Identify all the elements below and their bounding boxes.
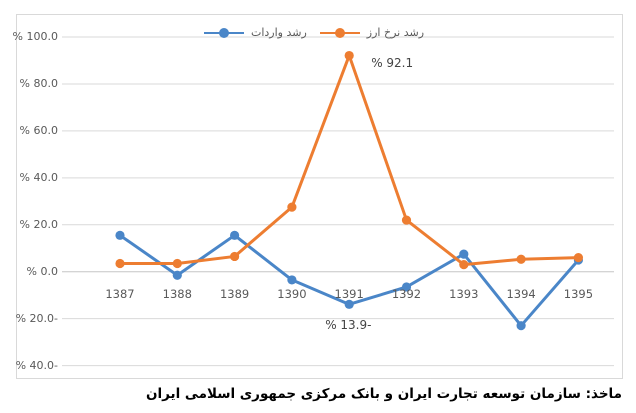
data-point <box>230 251 240 262</box>
x-tick-label: 1392 <box>391 287 422 301</box>
legend-line-marker-icon <box>319 27 360 38</box>
x-tick-label: 1391 <box>334 287 364 301</box>
data-point <box>172 258 182 269</box>
legend-label: رشد نرخ ارز <box>366 26 425 39</box>
data-point <box>401 282 412 292</box>
y-tick-label: % 80.0 <box>19 76 58 90</box>
y-tick-label: % 0.0 <box>26 264 58 278</box>
data-point <box>459 249 469 259</box>
x-tick-label: 1388 <box>162 287 192 301</box>
data-point <box>573 253 584 263</box>
data-point <box>459 260 469 270</box>
x-tick-label: 1395 <box>563 287 594 301</box>
legend-item-1: رشد نرخ ارز <box>319 26 425 39</box>
source-caption: ماخذ: سازمان توسعه تجارت ایران و بانک مر… <box>145 386 622 402</box>
data-point <box>516 321 526 331</box>
chart-legend: رشد واردات رشد نرخ ارز <box>204 26 424 39</box>
data-point <box>344 50 354 61</box>
y-tick-label: % 60.0 <box>19 123 58 137</box>
legend-item-0: رشد واردات <box>204 26 307 39</box>
data-point <box>516 254 526 264</box>
data-point <box>401 215 412 225</box>
y-tick-label: % 20.0 <box>19 217 58 231</box>
data-label: % 92.1 <box>371 55 414 70</box>
y-tick-label: % 20.0- <box>15 311 58 325</box>
x-tick-label: 1389 <box>219 287 250 301</box>
data-label: % 13.9- <box>325 318 372 333</box>
series-line-0 <box>119 233 580 328</box>
data-point <box>287 202 297 212</box>
x-tick-label: 1394 <box>506 287 536 301</box>
data-point <box>115 258 125 269</box>
y-tick-label: % 100.0 <box>12 30 58 43</box>
data-point <box>172 270 182 280</box>
data-point <box>230 230 240 240</box>
y-tick-label: % 40.0 <box>19 170 58 184</box>
y-tick-label: % 40.0- <box>15 358 58 372</box>
data-point <box>287 275 297 285</box>
data-point <box>115 230 125 240</box>
x-tick-label: 1387 <box>105 287 135 301</box>
series-line-1 <box>120 54 579 267</box>
legend-label: رشد واردات <box>251 26 307 39</box>
legend-line-marker-icon <box>204 27 244 38</box>
x-tick-label: 1393 <box>449 287 479 301</box>
data-point <box>344 299 354 309</box>
x-tick-label: 1390 <box>277 287 307 301</box>
